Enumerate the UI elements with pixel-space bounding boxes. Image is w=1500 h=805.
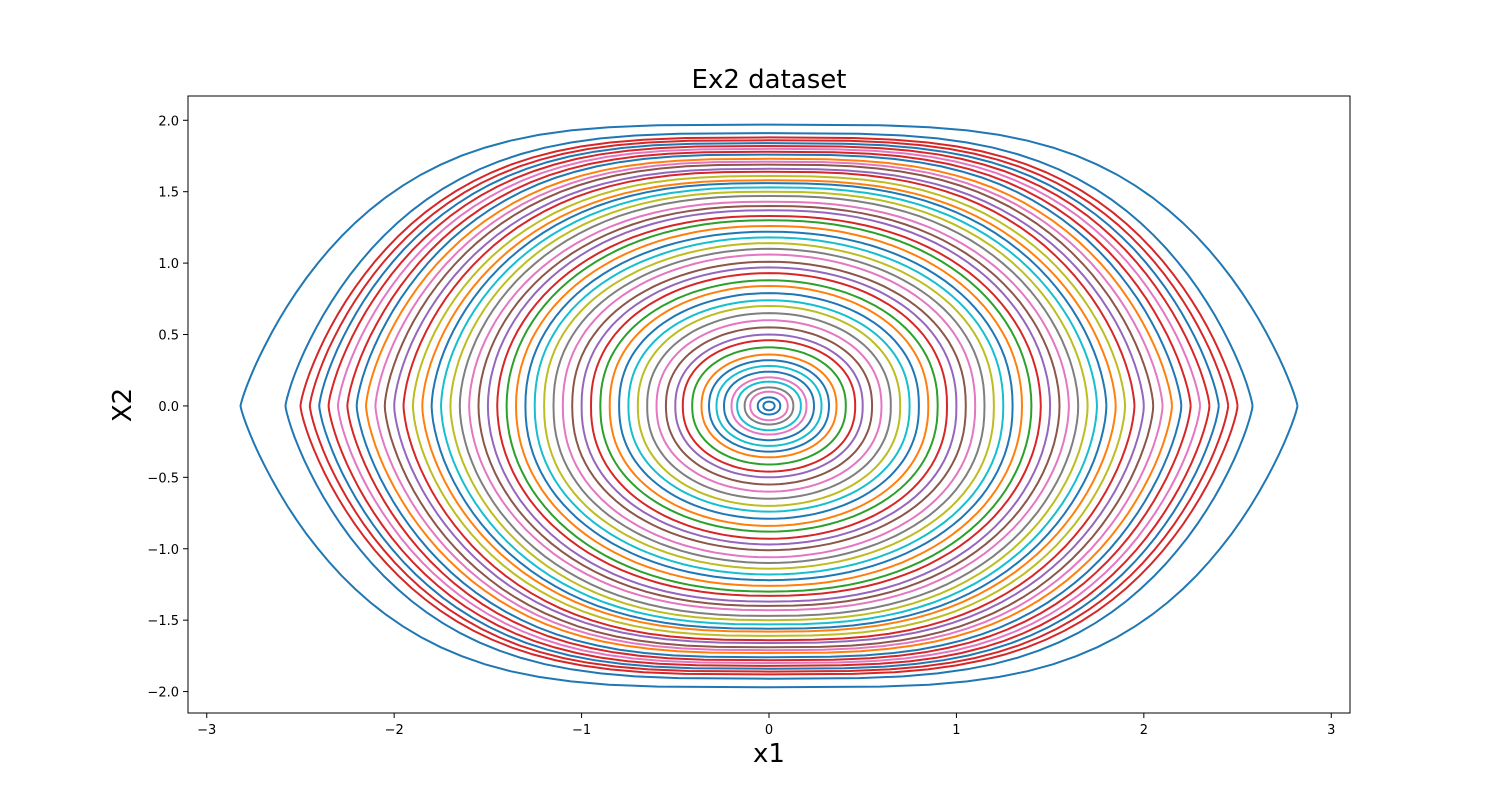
orbit-line-29	[514, 224, 1023, 587]
x-tick-label: 1	[952, 723, 960, 738]
orbit-line-31	[496, 214, 1042, 597]
orbit-line-53	[284, 132, 1254, 680]
orbit-line-11	[681, 339, 857, 473]
orbit-line-54	[239, 123, 1299, 689]
y-tick-label: 2.0	[158, 114, 179, 129]
orbit-line-52	[299, 136, 1239, 676]
orbit-line-4	[736, 380, 802, 432]
orbit-line-38	[430, 182, 1108, 630]
orbit-line-13	[664, 326, 874, 486]
orbit-line-33	[477, 204, 1061, 607]
orbit-line-32	[486, 209, 1052, 603]
y-tick-label: −1.0	[147, 543, 179, 558]
orbit-line-49	[327, 144, 1211, 667]
orbit-line-23	[571, 260, 967, 552]
orbit-line-17	[627, 299, 911, 513]
orbit-line-5	[730, 376, 808, 436]
orbit-line-8	[707, 359, 830, 453]
orbit-line-42	[393, 167, 1145, 645]
orbit-line-30	[505, 219, 1033, 593]
y-tick-label: 1.5	[158, 186, 179, 201]
y-tick-label: 1.0	[158, 257, 179, 272]
x-tick-label: 3	[1327, 723, 1335, 738]
orbit-line-46	[355, 153, 1183, 659]
orbit-line-10	[691, 346, 847, 466]
orbit-line-48	[336, 147, 1202, 665]
orbit-line-26	[543, 242, 995, 570]
orbit-line-0	[762, 400, 776, 412]
orbit-line-3	[743, 386, 795, 426]
y-tick-label: −0.5	[147, 471, 179, 486]
orbit-line-6	[722, 370, 815, 442]
chart-title: Ex2 dataset	[692, 65, 847, 95]
x-tick-label: −3	[197, 723, 216, 738]
orbit-line-1	[756, 396, 782, 416]
orbit-line-36	[449, 190, 1089, 622]
orbit-line-47	[346, 150, 1192, 662]
orbit-line-2	[749, 390, 789, 422]
orbit-line-28	[524, 230, 1014, 582]
orbit-line-18	[618, 292, 920, 520]
orbit-line-21	[589, 272, 948, 540]
x-tick-label: −2	[385, 723, 404, 738]
y-axis-label: X2	[108, 388, 138, 422]
orbit-line-45	[364, 157, 1173, 655]
orbit-line-40	[411, 174, 1127, 637]
orbit-line-24	[561, 253, 977, 559]
orbit-line-34	[468, 200, 1070, 612]
x-tick-label: 2	[1140, 723, 1148, 738]
orbit-line-7	[715, 364, 823, 447]
y-axis-ticks: −2.0 −1.5 −1.0 −0.5 0.0 0.5 1.0 1.5 2.0	[147, 114, 188, 701]
x-tick-label: 0	[765, 723, 773, 738]
orbit-series-group	[239, 123, 1299, 689]
orbit-line-37	[439, 186, 1098, 626]
orbit-line-39	[421, 179, 1117, 633]
x-axis-label: x1	[753, 739, 785, 769]
orbit-line-14	[655, 319, 883, 493]
orbit-line-44	[374, 160, 1164, 652]
orbit-line-51	[308, 139, 1230, 673]
orbit-line-25	[552, 247, 986, 565]
y-tick-label: 0.0	[158, 400, 179, 415]
orbit-line-27	[533, 236, 1005, 576]
orbit-line-19	[608, 284, 930, 527]
orbit-line-16	[636, 304, 902, 507]
y-tick-label: −2.0	[147, 686, 179, 701]
orbit-line-20	[599, 279, 939, 533]
y-tick-label: −1.5	[147, 614, 179, 629]
orbit-line-43	[383, 163, 1155, 649]
orbit-line-15	[646, 312, 892, 500]
orbit-line-35	[458, 194, 1080, 617]
orbit-line-22	[580, 266, 958, 546]
x-axis-ticks: −3 −2 −1 0 1 2 3	[197, 713, 1335, 738]
orbit-line-50	[318, 142, 1220, 670]
orbit-line-12	[674, 333, 864, 479]
y-tick-label: 0.5	[158, 329, 179, 344]
x-tick-label: −1	[572, 723, 591, 738]
orbit-line-41	[402, 170, 1136, 642]
orbit-line-9	[700, 353, 838, 459]
